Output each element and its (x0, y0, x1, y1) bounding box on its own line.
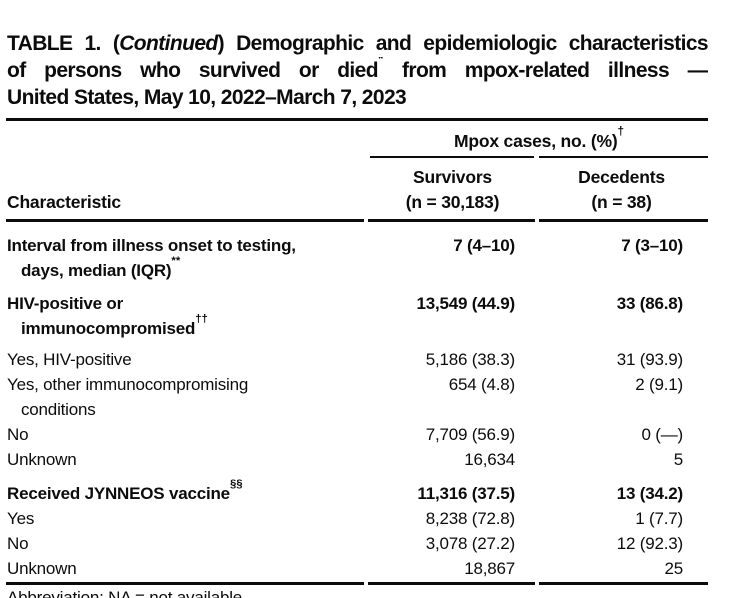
row-value-survivors: 8,238 (72.8) (425, 509, 515, 528)
table-bottom-rule (6, 582, 364, 585)
caption-line-2: of persons who survived or died* from mp… (7, 57, 708, 84)
row-value-decedents: 25 (664, 559, 683, 578)
table-row: Received JYNNEOS vaccine§§ 11,316 (37.5)… (6, 478, 708, 506)
section-footnote-marker: §§ (229, 478, 243, 491)
spanner-header: Mpox cases, no. (%)† (454, 124, 624, 151)
row-value-decedents: 5 (673, 450, 683, 469)
column-header-survivors: Survivors (n = 30,183) (405, 167, 500, 212)
row-label: Yes, HIV-positive (7, 350, 132, 369)
title-rule (6, 118, 708, 121)
spanner-rule (370, 156, 534, 158)
asterisk-footnote-marker: * (377, 57, 384, 66)
header-rule (368, 219, 535, 222)
row-label: Unknown (7, 559, 77, 578)
table-bottom-rule (368, 582, 535, 585)
row-label: No (7, 425, 29, 444)
dagger-footnote-marker: † (617, 124, 624, 138)
row-value-survivors: 11,316 (37.5) (417, 484, 515, 503)
double-dagger-footnote-marker: †† (195, 313, 208, 326)
row-label: No (7, 534, 29, 553)
caption-line-1: TABLE 1. (Continued) Demographic and epi… (7, 32, 708, 55)
row-value-survivors: 7,709 (56.9) (425, 425, 515, 444)
table-row: Yes, other immunocompromising conditions… (6, 372, 708, 422)
abbreviation-footnote: Abbreviation: NA = not available. (7, 588, 247, 598)
table-row: HIV-positive or immunocompromised†† 13,5… (6, 291, 708, 341)
row-value-decedents: 1 (7.7) (635, 509, 683, 528)
table-bottom-rule (539, 582, 708, 585)
row-value-survivors: 3,078 (27.2) (425, 534, 515, 553)
table-row: Interval from illness onset to testing, … (6, 233, 708, 283)
table-row: No 3,078 (27.2) 12 (92.3) (6, 531, 708, 556)
row-value-decedents: 33 (86.8) (616, 294, 683, 313)
row-value-survivors: 5,186 (38.3) (425, 350, 515, 369)
column-header-characteristic: Characteristic (7, 192, 121, 212)
row-value-decedents: 7 (3–10) (621, 236, 683, 255)
column-header-decedents: Decedents (n = 38) (578, 167, 665, 212)
header-rule (6, 219, 364, 222)
caption-line-3: United States, May 10, 2022–March 7, 202… (7, 86, 407, 109)
row-label: Yes (7, 509, 35, 528)
row-value-survivors: 7 (4–10) (453, 236, 515, 255)
table-row: Unknown 18,867 25 (6, 556, 708, 581)
row-label: Received JYNNEOS vaccine§§ (7, 478, 243, 503)
row-value-decedents: 13 (34.2) (616, 484, 683, 503)
row-value-decedents: 12 (92.3) (616, 534, 683, 553)
row-value-survivors: 18,867 (464, 559, 515, 578)
table-caption: TABLE 1. (Continued) Demographic and epi… (7, 30, 708, 111)
row-value-decedents: 0 (—) (641, 425, 683, 444)
row-value-survivors: 13,549 (44.9) (416, 294, 515, 313)
table-row: Unknown 16,634 5 (6, 447, 708, 472)
table-body: Interval from illness onset to testing, … (6, 233, 708, 581)
table-row: No 7,709 (56.9) 0 (—) (6, 422, 708, 447)
row-label: Yes, other immunocompromising conditions (7, 375, 249, 419)
row-value-decedents: 2 (9.1) (635, 375, 683, 394)
table-row: Yes, HIV-positive 5,186 (38.3) 31 (93.9) (6, 347, 708, 372)
double-asterisk-footnote-marker: ** (171, 255, 181, 268)
row-value-survivors: 16,634 (464, 450, 515, 469)
spanner-rule (539, 156, 708, 158)
row-value-decedents: 31 (93.9) (616, 350, 683, 369)
table-row: Yes 8,238 (72.8) 1 (7.7) (6, 506, 708, 531)
row-label: Unknown (7, 450, 77, 469)
header-rule (539, 219, 708, 222)
row-label: HIV-positive or immunocompromised†† (7, 294, 208, 338)
row-label: Interval from illness onset to testing, … (7, 236, 296, 280)
row-value-survivors: 654 (4.8) (448, 375, 515, 394)
